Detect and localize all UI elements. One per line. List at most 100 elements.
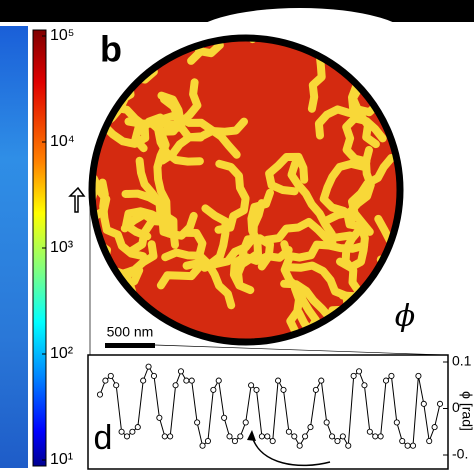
colorbar-tick-label: 10⁵ <box>50 27 74 44</box>
data-point <box>113 382 120 389</box>
data-point <box>150 372 158 380</box>
data-point <box>226 433 233 440</box>
texture <box>122 207 179 241</box>
data-point <box>307 424 314 431</box>
data-point <box>415 372 422 380</box>
data-point <box>334 437 341 445</box>
data-point <box>355 368 363 375</box>
data-point <box>253 386 260 393</box>
data-point <box>177 368 185 375</box>
y-tick-label: 0.1 <box>452 353 472 369</box>
data-point <box>248 382 255 389</box>
data-point <box>183 377 190 384</box>
colorbar-tick-label: 10⁴ <box>50 133 75 150</box>
scale-bar-label: 500 nm <box>107 324 154 340</box>
data-line <box>99 365 441 448</box>
y-tick-label: -0. <box>452 446 468 462</box>
data-point <box>215 377 222 384</box>
data-point <box>123 433 131 440</box>
data-point <box>107 372 114 380</box>
texture <box>92 240 158 285</box>
data-point <box>426 437 433 445</box>
texture <box>100 103 150 148</box>
data-point <box>404 442 411 449</box>
data-point <box>167 433 174 440</box>
data-point <box>102 377 109 384</box>
data-point <box>134 424 141 431</box>
data-point <box>231 437 238 445</box>
data-point <box>204 437 211 445</box>
y-tick-label: 0 <box>452 399 460 415</box>
plot-frame <box>87 354 449 470</box>
data-point <box>129 428 136 435</box>
data-point <box>96 391 104 398</box>
data-point <box>345 442 352 449</box>
texture <box>135 156 179 249</box>
data-point <box>361 382 368 389</box>
texture <box>158 117 248 165</box>
texture <box>182 204 230 270</box>
texture <box>348 154 396 236</box>
annotation-arrowhead <box>247 430 256 441</box>
data-point <box>140 377 147 384</box>
scale-bar <box>105 343 155 348</box>
data-point <box>350 372 357 380</box>
data-point <box>296 442 303 449</box>
data-point <box>339 433 346 440</box>
colorbar-tick-label: 10² <box>50 345 74 362</box>
data-point <box>145 363 152 370</box>
data-point <box>188 377 195 384</box>
texture <box>98 178 147 261</box>
data-point <box>161 433 168 440</box>
arrow-icon <box>68 186 86 213</box>
data-point <box>312 386 319 393</box>
data-point <box>237 433 244 440</box>
annotation-arrow <box>251 435 331 467</box>
data-point <box>280 386 287 393</box>
data-point <box>393 419 400 426</box>
texture <box>214 159 250 234</box>
data-point <box>285 428 292 435</box>
data-point <box>431 424 438 431</box>
texture <box>120 210 198 240</box>
data-point <box>210 386 217 393</box>
left-image <box>0 26 28 468</box>
panel-label: d <box>94 419 113 457</box>
colorbar-tick-label: 10¹ <box>50 451 73 468</box>
data-point <box>388 372 395 380</box>
image-border <box>88 34 404 346</box>
data-point <box>275 377 282 384</box>
data-point <box>409 442 417 449</box>
texture <box>234 234 274 290</box>
texture <box>314 105 380 149</box>
panel-label: b <box>100 29 122 70</box>
data-point <box>318 377 325 384</box>
data-point <box>372 433 379 440</box>
data-point <box>172 382 179 389</box>
data-point <box>199 442 206 449</box>
data-point <box>302 433 309 440</box>
texture <box>342 114 387 166</box>
data-point <box>291 433 298 440</box>
y-axis-label: ϕ [rad] <box>459 391 474 431</box>
texture <box>287 159 337 250</box>
texture <box>265 152 309 196</box>
data-point <box>156 414 163 421</box>
data-point <box>118 428 125 435</box>
data-point <box>420 400 427 407</box>
texture <box>153 129 173 230</box>
data-point <box>221 414 228 421</box>
data-point <box>399 437 406 445</box>
data-point <box>323 419 330 426</box>
data-point <box>194 419 201 426</box>
data-point <box>258 433 265 440</box>
data-point <box>366 428 373 435</box>
data-point <box>382 377 390 384</box>
data-point <box>377 433 384 440</box>
texture <box>160 95 241 159</box>
texture <box>331 204 369 272</box>
guide-line <box>154 344 446 356</box>
data-point <box>242 419 249 426</box>
data-point <box>436 400 444 407</box>
